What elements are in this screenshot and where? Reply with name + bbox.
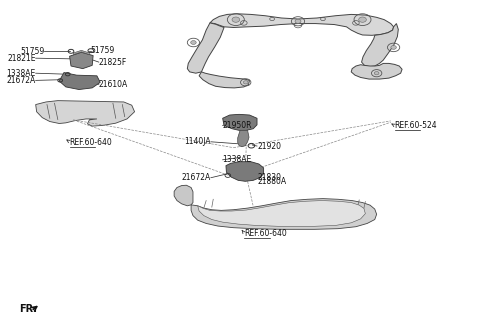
Text: 21920: 21920 [257,142,281,151]
Polygon shape [351,63,402,79]
Polygon shape [174,185,193,206]
Text: 21830: 21830 [257,173,281,182]
Text: 21950R: 21950R [223,121,252,130]
Text: 1338AE: 1338AE [223,155,252,164]
Text: 21821E: 21821E [7,54,36,63]
Text: 1140JA: 1140JA [184,137,211,146]
Polygon shape [191,199,377,229]
Polygon shape [59,72,100,90]
Text: 21672A: 21672A [6,76,36,85]
Polygon shape [70,52,93,69]
Text: 1338AE: 1338AE [6,69,36,78]
Polygon shape [198,201,365,226]
Text: 21672A: 21672A [181,173,211,182]
Circle shape [243,81,248,84]
Text: REF.60-640: REF.60-640 [244,229,287,238]
Polygon shape [187,23,224,73]
Polygon shape [210,14,394,35]
Circle shape [232,17,240,22]
Text: REF.60-524: REF.60-524 [395,121,437,130]
Circle shape [391,46,396,49]
Text: 21880A: 21880A [257,177,286,186]
Circle shape [359,17,366,22]
Polygon shape [36,101,134,126]
Polygon shape [199,72,250,88]
Text: FR.: FR. [19,304,37,314]
Text: 51759: 51759 [91,46,115,55]
Circle shape [374,72,379,75]
Text: 21610A: 21610A [99,80,128,89]
Polygon shape [73,50,89,54]
Circle shape [191,41,196,44]
Polygon shape [238,130,249,147]
Text: REF.60-640: REF.60-640 [70,138,112,147]
Polygon shape [223,114,257,130]
Text: 51759: 51759 [20,47,44,56]
Circle shape [295,19,301,23]
Polygon shape [361,24,398,67]
Polygon shape [226,162,264,181]
Text: 21825F: 21825F [99,58,127,67]
